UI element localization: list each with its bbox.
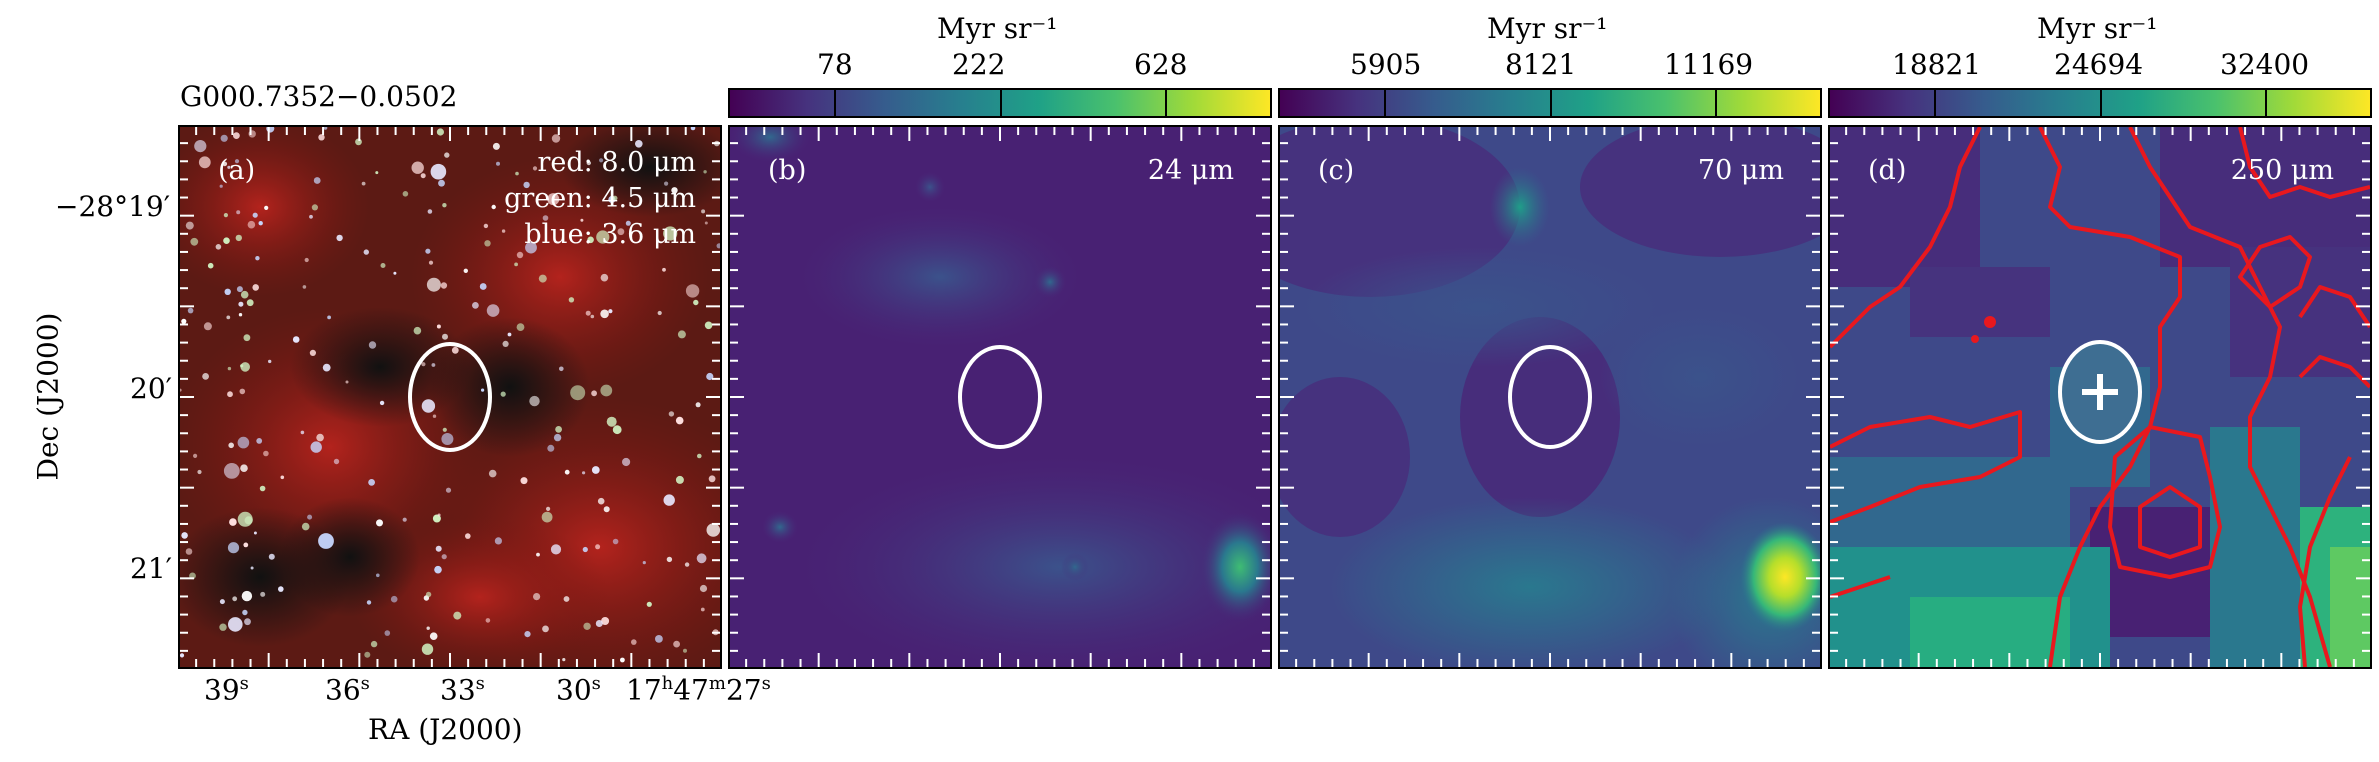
aperture-ellipse bbox=[408, 342, 492, 452]
band-legend-green: green: 4.5 μm bbox=[504, 183, 696, 214]
colorbar-unit: Myr sr⁻¹ bbox=[1487, 12, 1608, 45]
band-legend-blue: blue: 3.6 μm bbox=[524, 219, 696, 250]
colorbar-tick-label: 11169 bbox=[1664, 48, 1754, 81]
mips24-image bbox=[730, 127, 1270, 667]
ra-tick-label: 30s bbox=[556, 673, 601, 707]
peak-marker bbox=[2082, 374, 2118, 410]
contours bbox=[1830, 127, 2370, 667]
spire250-image bbox=[1830, 127, 2370, 667]
colorbar-tick-label: 628 bbox=[1134, 48, 1188, 81]
colorbar-tick-label: 32400 bbox=[2220, 48, 2310, 81]
colorbar-tick-label: 24694 bbox=[2054, 48, 2144, 81]
aperture-ellipse bbox=[1508, 345, 1592, 449]
colorbar-tick-label: 78 bbox=[817, 48, 853, 81]
ra-tick-label: 36s bbox=[325, 673, 370, 707]
colorbar-tick-label: 18821 bbox=[1892, 48, 1982, 81]
panel-d-250um-image: (d) 250 μm bbox=[1828, 125, 2372, 669]
aperture-ellipse bbox=[958, 345, 1042, 449]
band-legend-red: red: 8.0 μm bbox=[537, 147, 696, 178]
wavelength-label: 250 μm bbox=[2230, 155, 2334, 186]
colorbar-tick-label: 8121 bbox=[1505, 48, 1577, 81]
dec-tick-label: 21′ bbox=[130, 552, 172, 585]
panel-a-rgb-image: (a) red: 8.0 μm green: 4.5 μm blue: 3.6 … bbox=[178, 125, 722, 669]
x-axis-label: RA (J2000) bbox=[368, 713, 523, 746]
colorbar-d bbox=[1828, 88, 2372, 118]
dec-tick-label: −28°19′ bbox=[55, 190, 171, 223]
wavelength-label: 70 μm bbox=[1697, 155, 1784, 186]
panel-b-24um-image: (b) 24 μm bbox=[728, 125, 1272, 669]
dec-tick-label: 20′ bbox=[130, 372, 172, 405]
panel-label: (a) bbox=[218, 155, 256, 186]
wavelength-label: 24 μm bbox=[1147, 155, 1234, 186]
ra-tick-label: 33s bbox=[440, 673, 485, 707]
colorbar-tick-label: 222 bbox=[952, 48, 1006, 81]
colorbar-unit: Myr sr⁻¹ bbox=[937, 12, 1058, 45]
panel-c-70um-image: (c) 70 μm bbox=[1278, 125, 1822, 669]
panel-label: (b) bbox=[768, 155, 807, 186]
rgb-composite-image bbox=[180, 127, 720, 667]
ra-tick-label: 39s bbox=[204, 673, 249, 707]
colorbar-c bbox=[1278, 88, 1822, 118]
panel-label: (d) bbox=[1868, 155, 1907, 186]
colorbar-b bbox=[728, 88, 1272, 118]
source-title: G000.7352−0.0502 bbox=[180, 80, 458, 113]
pacs70-image bbox=[1280, 127, 1820, 667]
colorbar-unit: Myr sr⁻¹ bbox=[2037, 12, 2158, 45]
colorbar-tick-label: 5905 bbox=[1350, 48, 1422, 81]
ra-tick-label: 17h47m27s bbox=[626, 673, 771, 707]
panel-label: (c) bbox=[1318, 155, 1355, 186]
